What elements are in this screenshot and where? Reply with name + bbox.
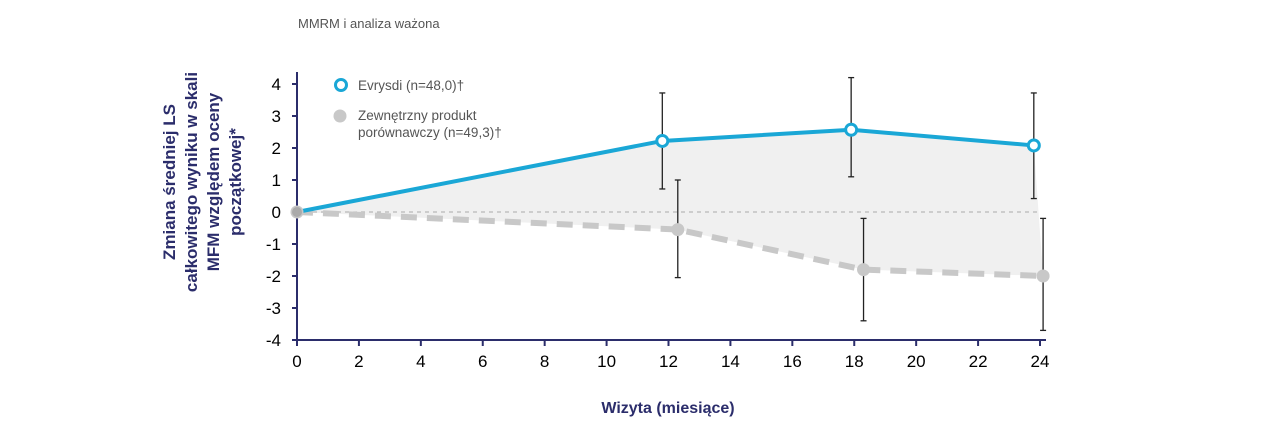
legend-label-comparator: porównawczy (n=49,3)† xyxy=(358,125,502,140)
comparator-point xyxy=(1036,269,1050,283)
x-tick-label: 4 xyxy=(416,352,425,371)
y-label-line: MFM względem oceny xyxy=(204,92,223,271)
y-tick-label: -3 xyxy=(266,299,281,318)
x-tick-label: 14 xyxy=(721,352,740,371)
comparator-point xyxy=(857,263,871,277)
legend-marker-comparator xyxy=(333,109,347,123)
baseline-point xyxy=(292,207,302,217)
x-tick-label: 10 xyxy=(597,352,616,371)
x-tick-label: 22 xyxy=(969,352,988,371)
legend-label-evrysdi: Evrysdi (n=48,0)† xyxy=(358,78,464,93)
difference-area xyxy=(297,129,1044,276)
legend-marker-evrysdi xyxy=(334,78,348,92)
y-tick-label: -2 xyxy=(266,267,281,286)
comparator-point xyxy=(671,223,685,237)
y-tick-label: 3 xyxy=(272,107,281,126)
y-tick-label: -4 xyxy=(266,331,281,350)
evrysdi-point xyxy=(655,133,670,148)
y-label-line: całkowitego wyniku w skali xyxy=(182,72,201,292)
chart-subtitle: MMRM i analiza ważona xyxy=(298,16,440,31)
evrysdi-line xyxy=(296,127,1034,214)
y-tick-label: -1 xyxy=(266,235,281,254)
y-tick-label: 1 xyxy=(272,171,281,190)
legend-label-comparator: Zewnętrzny produkt xyxy=(358,108,477,123)
y-tick-label: 0 xyxy=(272,203,281,222)
x-tick-label: 16 xyxy=(783,352,802,371)
y-label-line: początkowej* xyxy=(226,128,245,236)
x-axis-label: Wizyta (miesiące) xyxy=(601,400,734,417)
x-tick-label: 8 xyxy=(540,352,549,371)
x-tick-label: 2 xyxy=(354,352,363,371)
evrysdi-point xyxy=(844,122,859,137)
y-axis-label: Zmiana średniej LS całkowitego wyniku w … xyxy=(160,72,245,292)
evrysdi-point xyxy=(1026,138,1041,153)
x-tick-label: 6 xyxy=(478,352,487,371)
x-tick-label: 20 xyxy=(907,352,926,371)
x-tick-label: 0 xyxy=(292,352,301,371)
legend: Evrysdi (n=48,0)† Zewnętrzny produkt por… xyxy=(333,78,502,140)
x-tick-label: 24 xyxy=(1031,352,1050,371)
y-label-line: Zmiana średniej LS xyxy=(160,104,179,260)
comparator-line xyxy=(296,209,1044,279)
x-tick-label: 12 xyxy=(659,352,678,371)
y-tick-label: 4 xyxy=(272,75,281,94)
y-tick-label: 2 xyxy=(272,139,281,158)
x-tick-label: 18 xyxy=(845,352,864,371)
